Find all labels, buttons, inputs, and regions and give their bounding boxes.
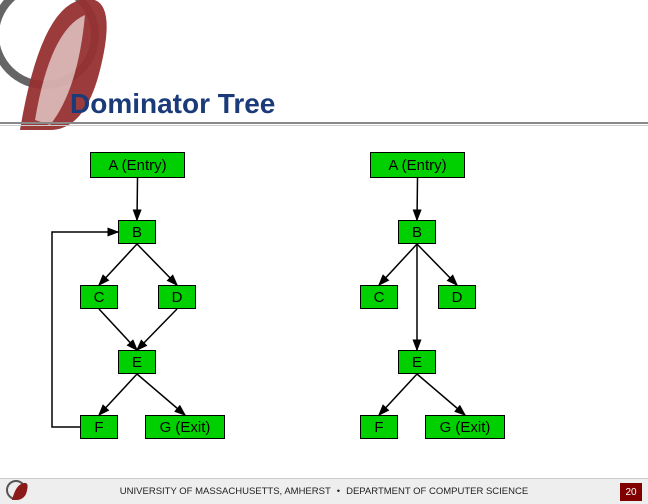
- edge-D-E: [137, 309, 177, 350]
- edge-B-D: [137, 244, 177, 285]
- edge-B-D: [417, 244, 457, 285]
- edge-E-F: [379, 374, 417, 415]
- edge-C-E: [99, 309, 137, 350]
- diagram-area: A (Entry)BCDEFG (Exit)A (Entry)BCDEFG (E…: [0, 140, 648, 470]
- edge-B-C: [99, 244, 137, 285]
- edge-E-G: [417, 374, 465, 415]
- edge-A-B: [417, 178, 418, 220]
- edge-A-B: [137, 178, 138, 220]
- footer: UNIVERSITY OF MASSACHUSETTS, AMHERST • D…: [0, 478, 648, 504]
- page-title: Dominator Tree: [70, 88, 648, 124]
- page-number: 20: [620, 483, 642, 501]
- edges-svg: [0, 140, 648, 470]
- edge-E-G: [137, 374, 185, 415]
- title-rule-2: [0, 125, 648, 126]
- umass-logo-small: [6, 480, 34, 502]
- footer-right: DEPARTMENT OF COMPUTER SCIENCE: [346, 486, 528, 497]
- edge-B-C: [379, 244, 417, 285]
- footer-sep: •: [337, 486, 340, 497]
- edge-E-F: [99, 374, 137, 415]
- edge-F-B: [52, 232, 118, 427]
- footer-left: UNIVERSITY OF MASSACHUSETTS, AMHERST: [120, 486, 331, 497]
